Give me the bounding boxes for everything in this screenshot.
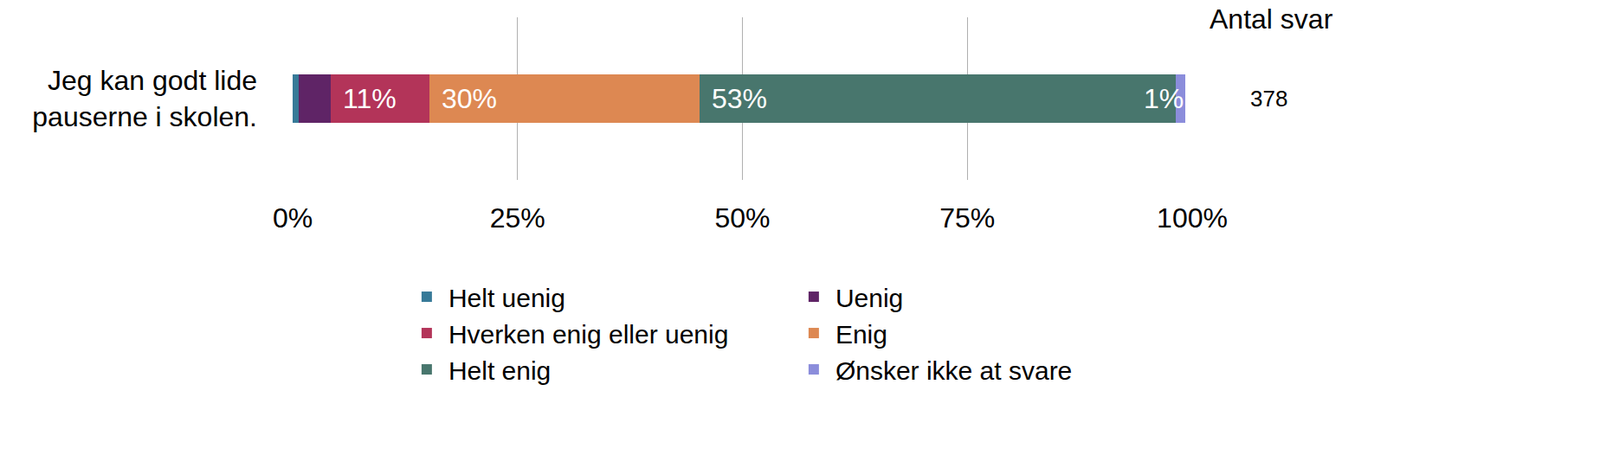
svg-text:50%: 50% [714, 202, 770, 234]
svg-text:0%: 0% [272, 202, 313, 234]
svg-text:11%: 11% [342, 83, 397, 115]
svg-text:Enig: Enig [835, 320, 888, 349]
svg-text:Helt enig: Helt enig [448, 356, 551, 386]
svg-text:Hverken enig eller uenig: Hverken enig eller uenig [448, 320, 730, 349]
svg-text:100%: 100% [1156, 202, 1228, 234]
svg-text:75%: 75% [939, 202, 995, 234]
svg-text:378: 378 [1250, 85, 1288, 112]
svg-text:Helt uenig: Helt uenig [448, 283, 566, 313]
svg-text:Antal svar: Antal svar [1209, 3, 1334, 35]
svg-text:Jeg kan godt lidepauserne i sk: Jeg kan godt lidepauserne i skolen. [32, 64, 258, 133]
svg-text:Uenig: Uenig [835, 283, 904, 313]
svg-text:Ønsker ikke at svare: Ønsker ikke at svare [835, 356, 1072, 386]
svg-text:25%: 25% [490, 202, 546, 234]
svg-text:53%: 53% [711, 83, 768, 115]
svg-text:1%: 1% [1143, 83, 1184, 115]
svg-text:30%: 30% [441, 83, 497, 115]
